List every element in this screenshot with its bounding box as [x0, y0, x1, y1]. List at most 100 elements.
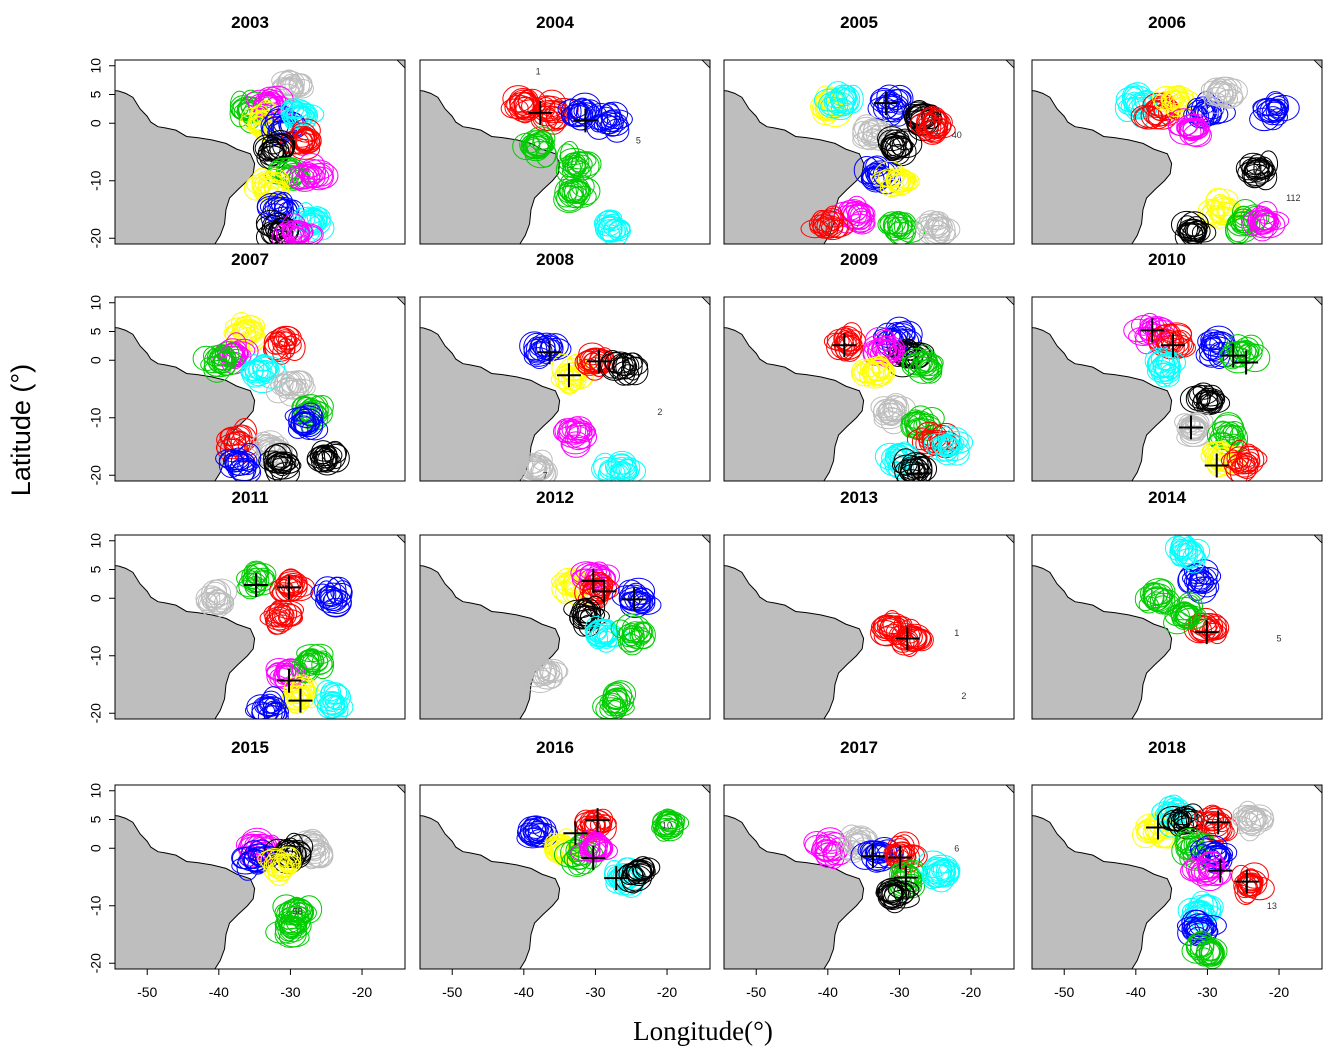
x-tick-label: -20: [961, 984, 981, 1000]
cluster-circle: [254, 696, 287, 717]
y-tick-label: 10: [88, 295, 104, 311]
panel: 2012: [419, 488, 711, 720]
land: [1005, 785, 1014, 794]
cluster-circle: [1200, 329, 1226, 351]
cluster-circle: [1146, 359, 1175, 383]
cluster-circle: [651, 817, 684, 838]
cluster-circle: [657, 813, 685, 832]
y-tick-label: 5: [88, 565, 104, 573]
cluster-circle: [560, 434, 590, 455]
cluster-circle: [896, 469, 927, 481]
cluster-circle: [520, 818, 547, 847]
cluster-circle: [272, 454, 297, 473]
cluster-circle: [286, 101, 308, 131]
x-tick-label: -30: [280, 984, 300, 1000]
cluster-circle: [514, 91, 540, 121]
cluster-circle: [1144, 347, 1173, 374]
y-tick-label: -10: [88, 407, 104, 427]
cluster-circle: [257, 705, 289, 719]
cluster-circle: [602, 209, 623, 229]
cluster-circle: [1236, 869, 1263, 897]
cluster-circle: [570, 843, 601, 862]
cluster-circle: [326, 576, 347, 606]
cluster-circle: [595, 214, 617, 233]
cluster-circle: [887, 216, 913, 237]
y-tick-label: 5: [88, 815, 104, 823]
cluster-circle: [1217, 89, 1239, 108]
panel-frame: [114, 784, 406, 970]
centroid-cross: [1204, 453, 1229, 478]
y-tick-label: 0: [88, 119, 104, 127]
cluster-circle: [593, 452, 617, 481]
cluster-circle: [919, 210, 944, 230]
cluster-circle: [1178, 119, 1211, 147]
cluster-circle: [222, 451, 255, 471]
cluster-circle: [1189, 106, 1210, 127]
y-tick-label: -20: [88, 953, 104, 973]
cluster-circle: [520, 456, 547, 474]
x-tick-label: -30: [889, 984, 909, 1000]
cluster-circle: [810, 840, 843, 862]
land: [1005, 297, 1014, 306]
cluster-circle: [859, 357, 891, 382]
cluster-circle: [525, 336, 548, 366]
cluster-circle: [1202, 441, 1235, 461]
cluster-circle: [1169, 597, 1202, 626]
panel-frame: [114, 59, 406, 245]
cluster-circle: [524, 140, 558, 169]
cluster-circle: [877, 129, 907, 156]
cluster-circle: [880, 135, 912, 159]
cluster-circle: [892, 128, 918, 151]
cluster-circle: [872, 360, 893, 378]
cluster-circle: [804, 834, 833, 857]
cluster-circle: [1187, 416, 1207, 436]
cluster-circle: [886, 169, 915, 192]
cluster-circle: [1171, 535, 1194, 558]
x-tick-label: -50: [1054, 984, 1074, 1000]
cluster-circle: [559, 148, 589, 166]
cluster-circle: [1198, 390, 1226, 410]
cluster-circle: [1227, 452, 1259, 475]
cluster-circle: [861, 358, 894, 385]
cluster-circle: [1152, 85, 1182, 110]
cluster-circle: [296, 644, 328, 663]
cluster-circle: [259, 609, 288, 627]
cluster-circle: [240, 359, 270, 382]
cluster-circle: [273, 371, 302, 399]
panel-title: 2007: [231, 250, 269, 269]
plot-area: 58: [115, 785, 405, 969]
cluster-circle: [1231, 864, 1252, 887]
plot-area: 10: [420, 785, 710, 969]
x-tick-label: -40: [514, 984, 534, 1000]
cluster-circle: [1169, 119, 1202, 145]
cluster-circle: [218, 449, 250, 471]
cluster-circle: [871, 170, 904, 188]
cluster-circle: [279, 370, 307, 394]
cluster-circle: [1198, 865, 1232, 887]
cluster-circle: [870, 396, 898, 418]
panel-title: 2006: [1148, 13, 1186, 32]
cluster-circle: [1204, 92, 1228, 114]
cluster-circle: [272, 340, 292, 365]
cluster-circle: [299, 163, 322, 183]
cluster-circle: [823, 332, 850, 351]
cluster-circle: [909, 112, 940, 136]
cluster-circle: [561, 580, 589, 605]
cluster-circle: [1233, 873, 1257, 899]
cluster-circle: [1211, 197, 1238, 221]
panel-title: 2012: [536, 488, 574, 507]
cluster-circle: [319, 582, 348, 612]
cluster-circle: [883, 395, 908, 421]
panel-title: 2004: [536, 13, 574, 32]
x-tick-label: -30: [1197, 984, 1217, 1000]
cluster-circle: [1200, 942, 1220, 962]
land: [724, 565, 865, 719]
cluster-circle: [554, 363, 575, 391]
y-tick-label: -20: [88, 228, 104, 248]
cluster-circle: [604, 351, 636, 374]
cluster-circle: [889, 130, 923, 159]
centroid-cross: [1140, 318, 1165, 343]
cluster-circle: [1183, 563, 1210, 582]
panel-title: 2016: [536, 738, 574, 757]
